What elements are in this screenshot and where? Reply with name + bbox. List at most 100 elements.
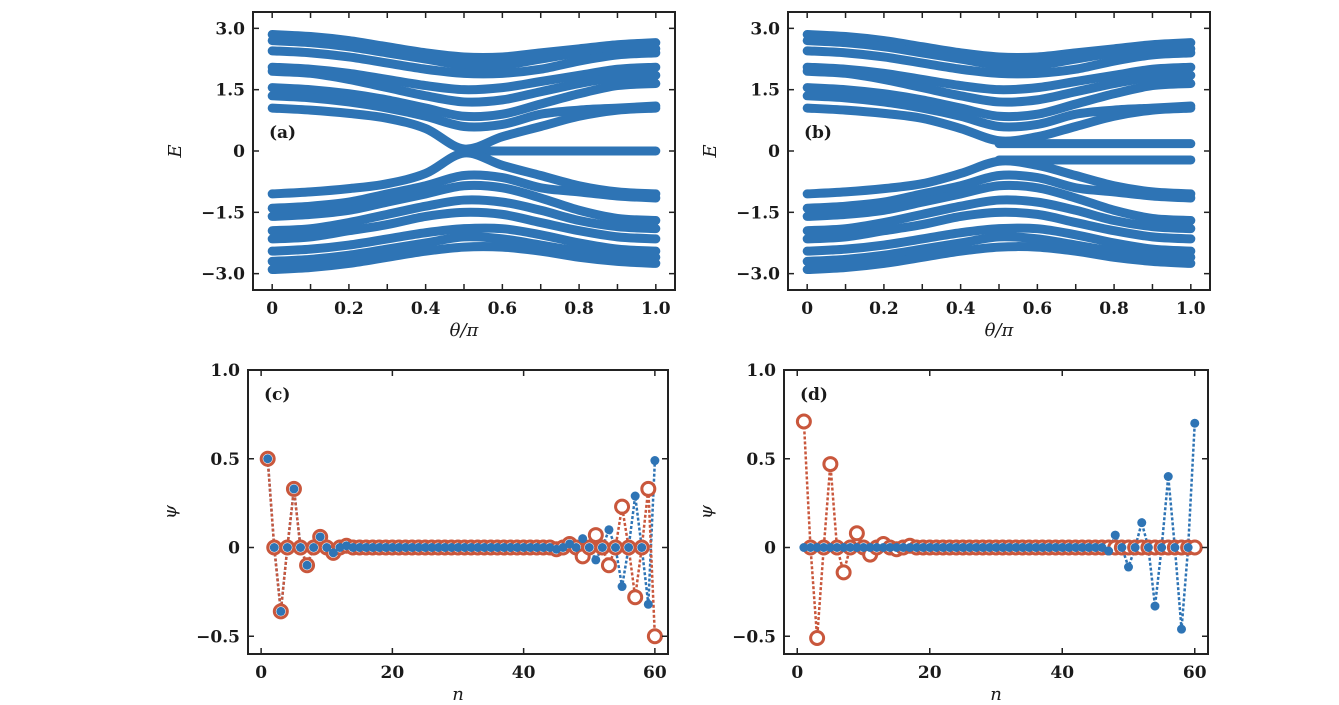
psi-blue-point xyxy=(918,543,928,552)
energy-band-11 xyxy=(802,156,1196,199)
y-tick-label: −0.5 xyxy=(196,627,240,647)
psi-blue-point xyxy=(460,543,470,552)
psi-blue-point xyxy=(407,543,417,552)
psi-blue-point xyxy=(597,543,607,552)
energy-band-4 xyxy=(802,62,1196,95)
psi-blue-point xyxy=(578,534,588,544)
plot-area xyxy=(802,29,1196,275)
psi-blue-point xyxy=(799,543,809,552)
psi-orange-point xyxy=(809,630,826,647)
plot-area xyxy=(795,413,1203,647)
energy-band-18 xyxy=(802,242,1196,275)
panel-label: (c) xyxy=(264,385,290,405)
psi-blue-point xyxy=(387,543,397,552)
psi-blue-point xyxy=(492,543,502,552)
psi-orange-point xyxy=(646,628,663,645)
psi-orange-point xyxy=(640,480,657,497)
psi-blue-point xyxy=(296,543,305,552)
panel-label: (a) xyxy=(269,123,296,143)
y-tick-label: 0.5 xyxy=(746,450,776,470)
psi-blue-point xyxy=(885,543,895,552)
psi-blue-point xyxy=(925,543,935,552)
y-tick-label: −1.5 xyxy=(736,203,780,223)
energy-band-13 xyxy=(802,180,1196,225)
x-tick-label: 0.6 xyxy=(1023,299,1053,319)
energy-band-7 xyxy=(267,91,661,132)
psi-blue-point xyxy=(479,543,489,552)
x-tick-label: 0 xyxy=(801,299,813,319)
psi-orange-point xyxy=(795,413,812,430)
psi-blue-point xyxy=(1051,543,1061,552)
psi-blue-point xyxy=(558,543,568,552)
plot-area xyxy=(259,450,663,645)
psi-blue-point xyxy=(905,543,915,552)
y-axis-label: E xyxy=(700,144,721,158)
psi-blue-point xyxy=(512,543,522,552)
y-tick-label: 0 xyxy=(228,539,240,559)
psi-blue-point xyxy=(812,543,822,552)
y-tick-label: −1.5 xyxy=(201,203,245,223)
x-tick-label: 1.0 xyxy=(641,299,671,319)
psi-blue-point xyxy=(276,606,286,616)
psi-blue-point xyxy=(427,543,437,552)
psi-blue-point xyxy=(878,543,888,552)
psi-blue-point xyxy=(565,539,575,549)
energy-band-14 xyxy=(267,207,661,244)
psi-blue-point xyxy=(832,543,842,552)
psi-blue-point xyxy=(971,543,981,552)
psi-blue-point xyxy=(1057,543,1067,552)
y-tick-label: 1.0 xyxy=(210,361,240,381)
psi-blue-point xyxy=(1018,543,1027,552)
energy-band-15 xyxy=(802,207,1196,244)
psi-orange-point xyxy=(587,527,604,544)
panel-d: 0 20 40 60 1.0 0.5 0 −0.5 n ψ (d) xyxy=(696,361,1209,705)
y-axis-label: ψ xyxy=(696,504,717,519)
psi-blue-point xyxy=(1004,543,1014,552)
psi-blue-point xyxy=(361,543,371,552)
x-tick-label: 0 xyxy=(791,663,803,683)
x-axis-label: n xyxy=(452,684,464,705)
psi-blue-point xyxy=(1044,543,1054,552)
psi-blue-point xyxy=(965,543,974,552)
x-tick-label: 0.8 xyxy=(1099,299,1129,319)
y-tick-label: 0 xyxy=(233,142,245,162)
psi-blue-point xyxy=(348,543,358,552)
psi-blue-point xyxy=(473,543,483,552)
psi-blue-point xyxy=(1150,601,1160,611)
psi-orange-point xyxy=(627,589,644,606)
x-tick-label: 0.4 xyxy=(411,299,441,319)
energy-band-10 xyxy=(267,148,661,199)
psi-blue-point xyxy=(1104,546,1114,556)
energy-band-13 xyxy=(267,195,661,236)
x-tick-label: 0.4 xyxy=(946,299,976,319)
energy-band-3 xyxy=(267,46,661,79)
psi-blue-point xyxy=(1077,543,1087,552)
x-tick-label: 0 xyxy=(266,299,278,319)
psi-blue-point xyxy=(440,543,450,552)
psi-blue-point xyxy=(819,543,829,552)
psi-blue-point xyxy=(374,543,384,552)
x-tick-label: 40 xyxy=(1050,663,1074,683)
psi-orange-point xyxy=(835,564,852,581)
psi-blue-point xyxy=(991,543,1001,552)
psi-blue-point xyxy=(1163,472,1173,481)
x-axis-label: θ/π xyxy=(450,320,480,341)
psi-blue-point xyxy=(978,543,988,552)
psi-blue-point xyxy=(624,543,634,552)
psi-blue-point xyxy=(1084,543,1094,552)
psi-blue-point xyxy=(839,543,849,552)
y-tick-label: −3.0 xyxy=(736,265,780,285)
psi-blue-point xyxy=(591,555,601,565)
energy-band-2 xyxy=(267,36,661,71)
y-tick-label: 1.5 xyxy=(750,81,780,101)
psi-blue-point xyxy=(289,484,299,494)
energy-band-17 xyxy=(267,242,661,275)
axes-frame xyxy=(247,369,669,655)
energy-band-4 xyxy=(267,62,661,95)
psi-blue-point xyxy=(486,543,496,552)
energy-band-12 xyxy=(267,180,661,225)
x-tick-label: 0.8 xyxy=(564,299,594,319)
x-tick-label: 60 xyxy=(1183,663,1207,683)
psi-blue-point xyxy=(328,548,338,558)
y-tick-label: 3.0 xyxy=(750,19,780,39)
